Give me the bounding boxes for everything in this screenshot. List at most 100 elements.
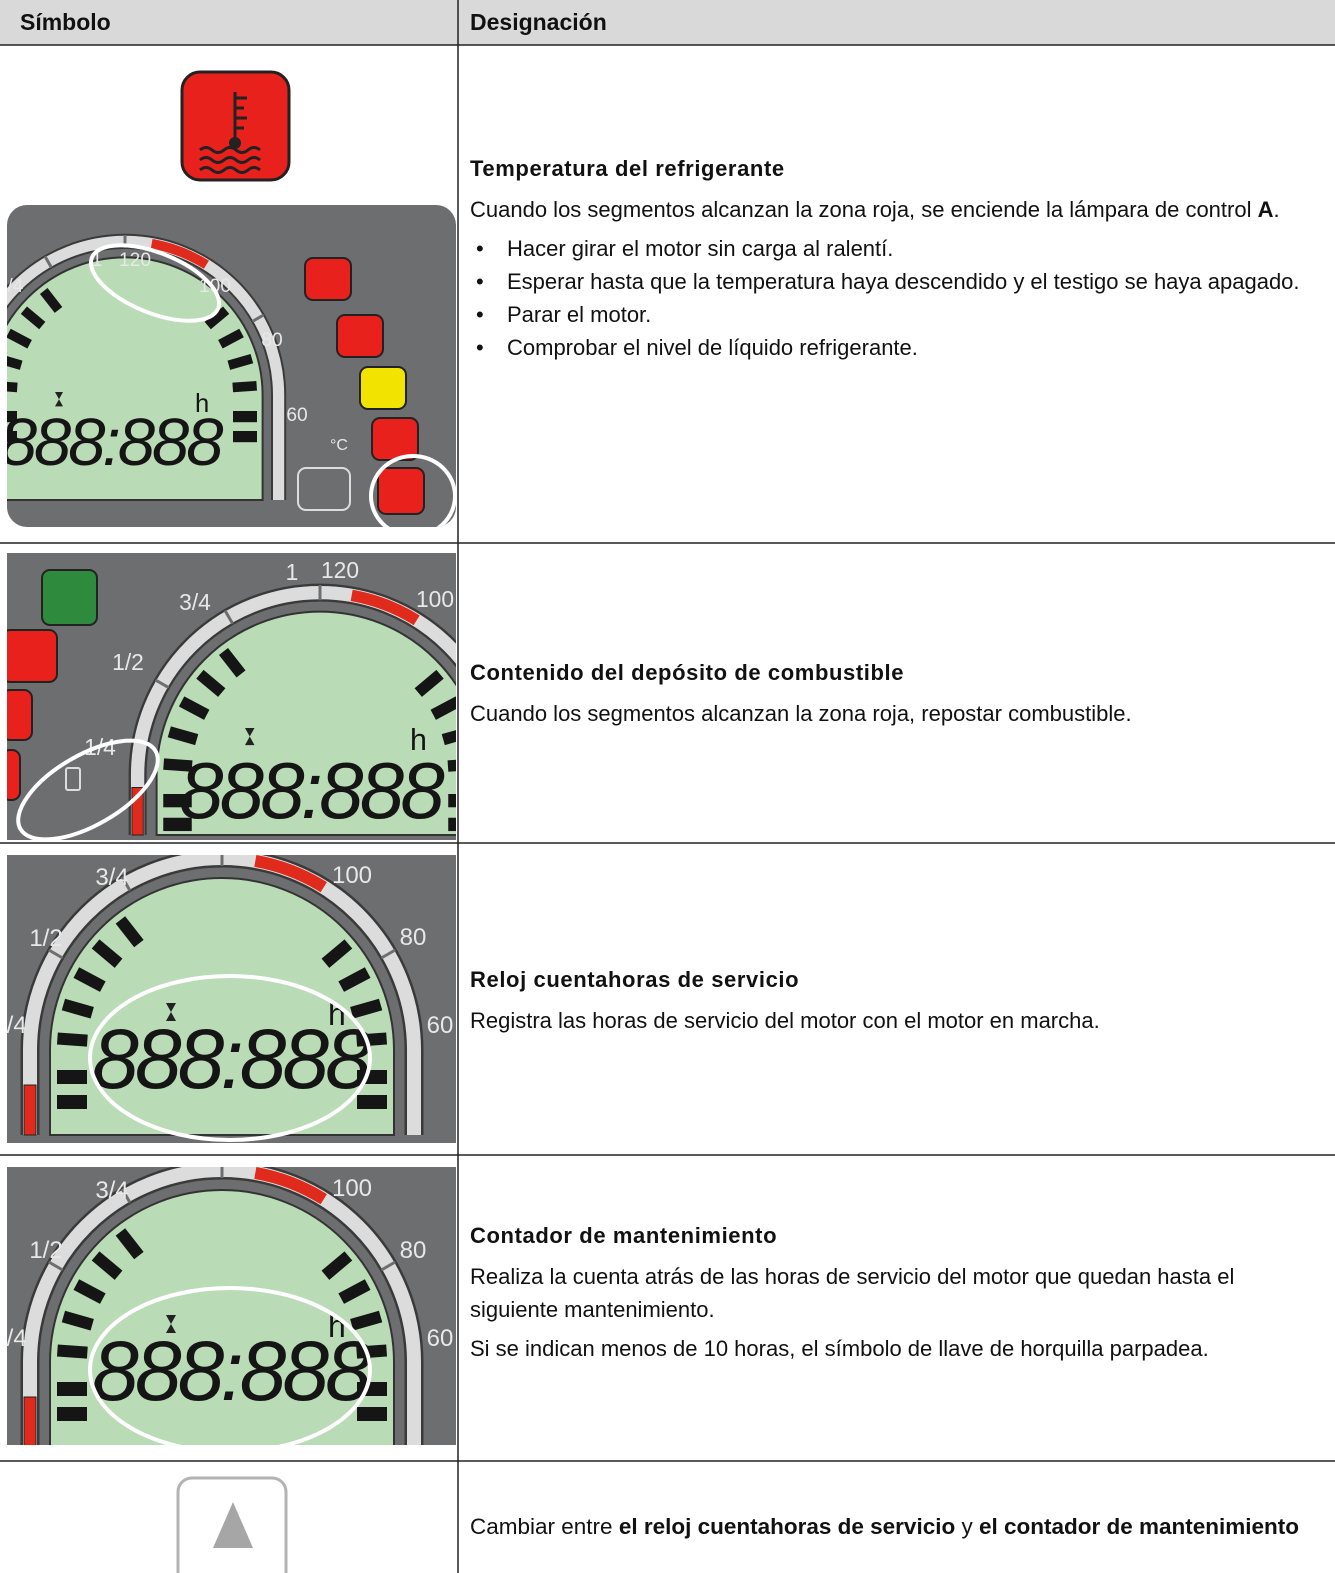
- highlight-ring: [88, 974, 372, 1142]
- indicator-icon: [336, 314, 384, 358]
- lcd-segment: [57, 1095, 87, 1109]
- lcd-display: 888:888: [92, 1324, 372, 1418]
- header-bg: [0, 0, 1335, 45]
- lcd-segment: [20, 306, 46, 330]
- ring-gap: [43, 255, 53, 269]
- gauge-tick-label: 80: [400, 924, 427, 951]
- hourglass-icon: [166, 1003, 176, 1021]
- gauge-tick-label: 3/4: [95, 864, 128, 891]
- lcd-segment: [227, 354, 254, 370]
- indicator-icon: [7, 629, 58, 683]
- lcd-segment: [218, 328, 244, 349]
- indicator-icon: [359, 366, 407, 410]
- unit-label: h: [328, 996, 346, 1032]
- highlight-ring: [369, 454, 456, 527]
- red-zone: [131, 787, 144, 836]
- lcd-segment: [57, 1070, 87, 1084]
- gauge-tick-label: 1: [286, 559, 299, 585]
- lcd-segment: [321, 939, 353, 968]
- lcd-segment: [430, 696, 456, 720]
- title: Contenido del depósito de combustible: [470, 660, 905, 685]
- paragraph: Cuando los segmentos alcanzan la zona ro…: [470, 701, 1132, 726]
- ring-gap: [380, 948, 396, 960]
- lcd-segment: [178, 696, 210, 720]
- lcd-segment: [414, 669, 444, 697]
- gauge-tick-label: 1/4: [0, 1012, 27, 1039]
- hourglass-icon: [166, 1315, 176, 1333]
- lcd-segment: [73, 967, 106, 992]
- lcd-segment: [219, 647, 246, 678]
- lcd-segment: [56, 1032, 88, 1047]
- red-zone: [350, 589, 420, 626]
- paragraph: Cuando los segmentos alcanzan la zona ro…: [470, 193, 1320, 226]
- lcd: [7, 256, 264, 501]
- triangle: [213, 1502, 253, 1548]
- row-text: Contador de mantenimiento Realiza la cue…: [470, 1219, 1320, 1371]
- gauge-tick-label: 60: [427, 1325, 454, 1352]
- ring-gap: [251, 313, 265, 323]
- lcd-segment: [204, 306, 230, 330]
- gauge-tick-label: 1: [92, 250, 103, 271]
- ring-gap: [380, 1260, 396, 1272]
- gauge-tick-label: 3/4: [179, 589, 211, 615]
- text: .: [1273, 197, 1280, 222]
- lcd-segment: [196, 669, 226, 697]
- row-text: Contenido del depósito de combustible Cu…: [470, 656, 1320, 736]
- bullet: Esperar hasta que la temperatura haya de…: [470, 265, 1320, 298]
- lcd-segment: [57, 1382, 87, 1396]
- lcd-segment: [7, 328, 32, 349]
- enter-button: [297, 467, 351, 511]
- unit-label: h: [195, 390, 209, 418]
- unit-label: h: [410, 723, 427, 757]
- lcd-segment: [448, 794, 456, 808]
- highlight-ring: [88, 243, 222, 323]
- indicator-icon: [304, 257, 352, 301]
- lcd-segment: [163, 817, 192, 832]
- row-text: Reloj cuentahoras de servicio Registra l…: [470, 963, 1320, 1043]
- fuel-icon: [65, 767, 81, 791]
- title: Reloj cuentahoras de servicio: [470, 967, 800, 992]
- text: el contador de mantenimiento: [978, 1514, 1300, 1539]
- gauge-tick-label: 100: [332, 1175, 372, 1202]
- paragraph: Registra las horas de servicio del motor…: [470, 1008, 1100, 1033]
- gauge-tick-label: 3/4: [95, 1177, 128, 1204]
- gauge-tick-label: 120: [119, 250, 151, 271]
- indicator-icon: [7, 689, 33, 741]
- paragraph: Realiza la cuenta atrás de las horas de …: [470, 1264, 1235, 1322]
- indicator-icon: [371, 417, 419, 461]
- paragraph: Cambiar entre el reloj cuentahoras de se…: [470, 1512, 1320, 1542]
- gauge-tick-label: 60: [286, 405, 307, 426]
- indicator-icon: [7, 749, 21, 801]
- lcd-segment: [321, 1251, 353, 1280]
- bullets: Hacer girar el motor sin carga al ralent…: [470, 232, 1320, 364]
- lcd-segment: [7, 431, 17, 443]
- gauge-tick-label: 1/2: [112, 649, 144, 675]
- lcd-segment: [7, 411, 17, 423]
- lcd-segment: [338, 967, 371, 992]
- indicator-icon: [377, 467, 425, 515]
- text: Cuando los segmentos alcanzan la zona ro…: [470, 197, 1258, 222]
- lcd-segment: [350, 1310, 383, 1331]
- row-text: Cambiar entre el reloj cuentahoras de se…: [470, 1512, 1320, 1548]
- lcd-segment: [115, 1228, 144, 1260]
- title: Contador de mantenimiento: [470, 1223, 778, 1248]
- header-designation: Designación: [470, 9, 607, 35]
- lcd-segment: [163, 758, 193, 772]
- gauge-tick-label: 1/4: [0, 1325, 27, 1352]
- lcd-segment: [357, 1407, 387, 1421]
- title: Temperatura del refrigerante: [470, 156, 785, 181]
- lcd-segment: [338, 1279, 371, 1304]
- indicator-icon: [41, 569, 98, 626]
- ring-gap: [154, 678, 170, 689]
- lcd-segment: [233, 431, 257, 443]
- lcd-segment: [441, 726, 456, 746]
- text: A: [1257, 197, 1274, 222]
- lcd-segment: [39, 288, 63, 313]
- unit-label: h: [328, 1308, 346, 1344]
- red-zone: [254, 855, 327, 893]
- row-text: Temperatura del refrigerante Cuando los …: [470, 152, 1320, 364]
- lcd-segment: [91, 1251, 123, 1280]
